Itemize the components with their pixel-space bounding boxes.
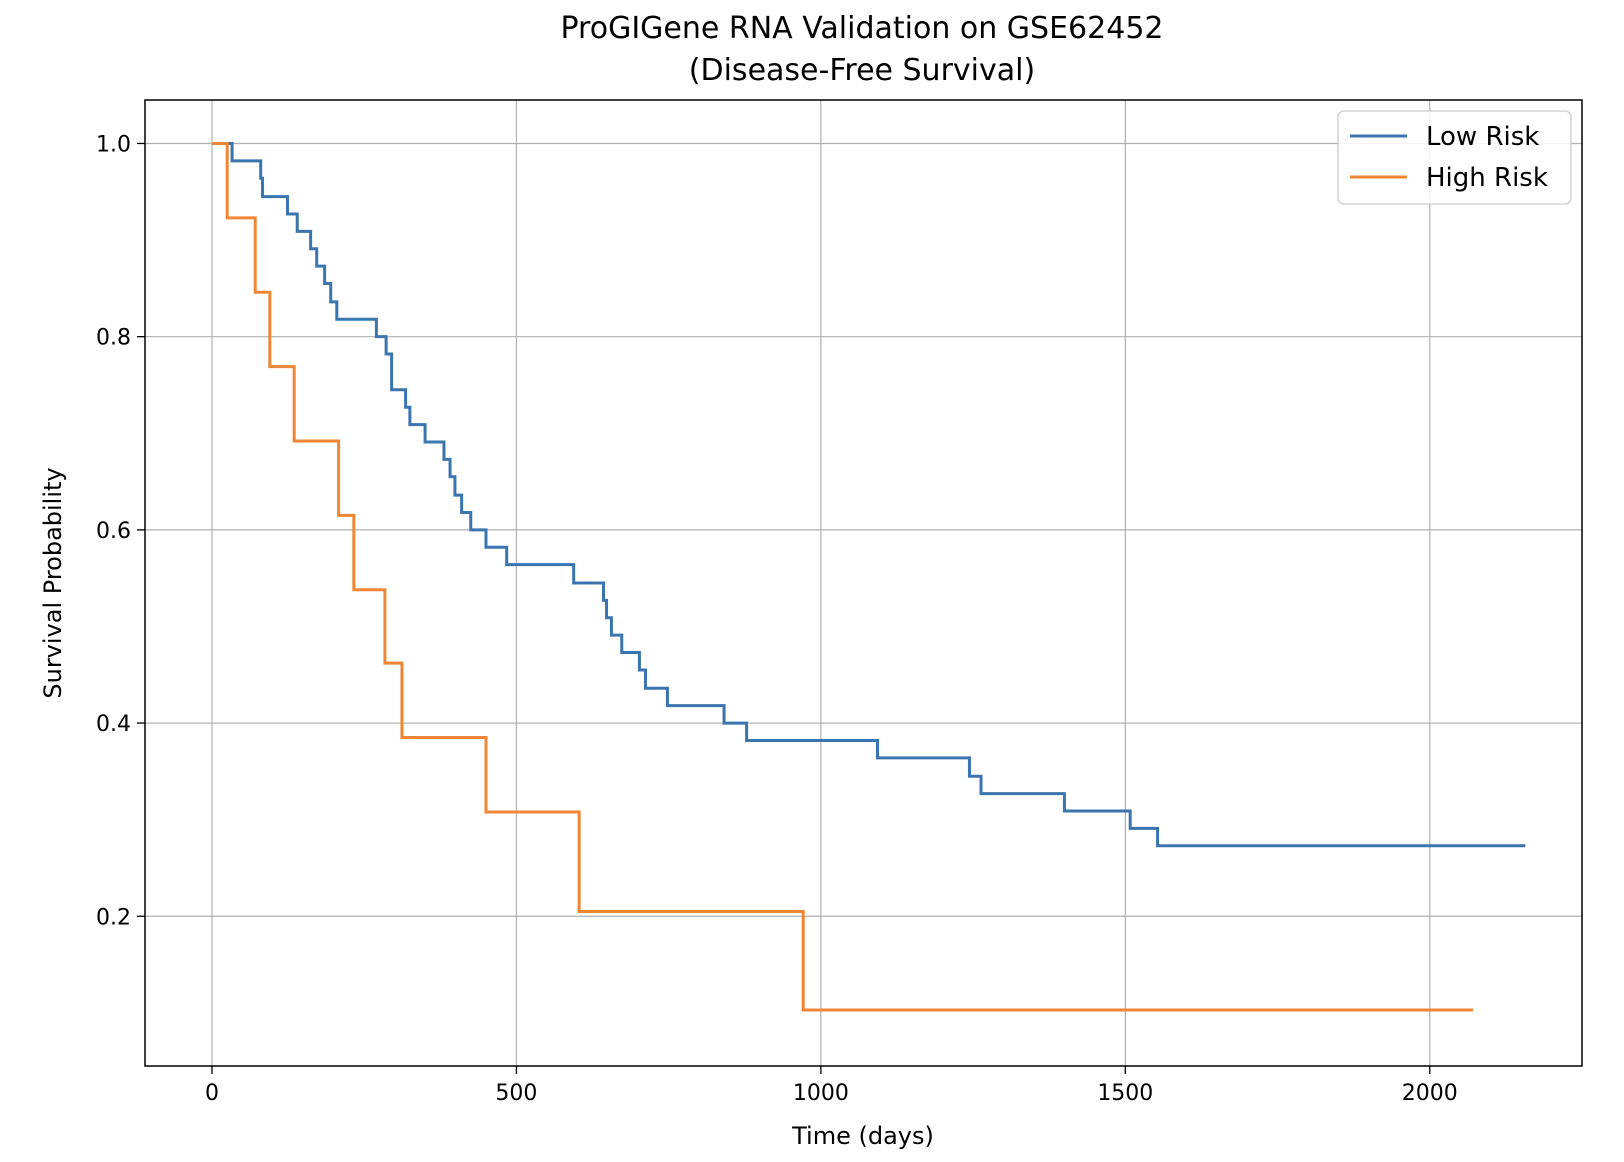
series-line-high-risk	[211, 141, 1474, 1012]
x-tick-label: 500	[495, 1081, 537, 1106]
y-tick-label: 1.0	[96, 132, 131, 157]
x-axis-ticks: 0 500 1000 1500 2000	[205, 1066, 1458, 1106]
legend-label-low-risk: Low Risk	[1426, 122, 1539, 152]
series-line-low-risk	[211, 141, 1526, 848]
chart-title: ProGIGene RNA Validation on GSE62452	[560, 11, 1163, 46]
chart-subtitle: (Disease-Free Survival)	[689, 53, 1035, 88]
y-tick-label: 0.2	[96, 905, 131, 930]
series-layer	[211, 141, 1526, 1012]
plot-frame	[144, 99, 1583, 1067]
y-axis-title: Survival Probability	[39, 467, 67, 698]
y-tick-label: 0.6	[96, 519, 131, 544]
x-tick-label: 1000	[793, 1081, 849, 1106]
grid-lines	[145, 100, 1582, 1066]
y-tick-label: 0.8	[96, 326, 131, 351]
x-tick-label: 1500	[1097, 1081, 1153, 1106]
y-tick-label: 0.4	[96, 712, 131, 737]
y-axis-ticks: 0.2 0.4 0.6 0.8 1.0	[96, 132, 145, 930]
x-tick-label: 2000	[1402, 1081, 1458, 1106]
x-tick-label: 0	[205, 1081, 219, 1106]
legend-label-high-risk: High Risk	[1426, 163, 1548, 193]
legend-box	[1337, 110, 1572, 205]
x-axis-title: Time (days)	[791, 1122, 934, 1150]
legend: Low Risk High Risk	[1337, 110, 1572, 205]
